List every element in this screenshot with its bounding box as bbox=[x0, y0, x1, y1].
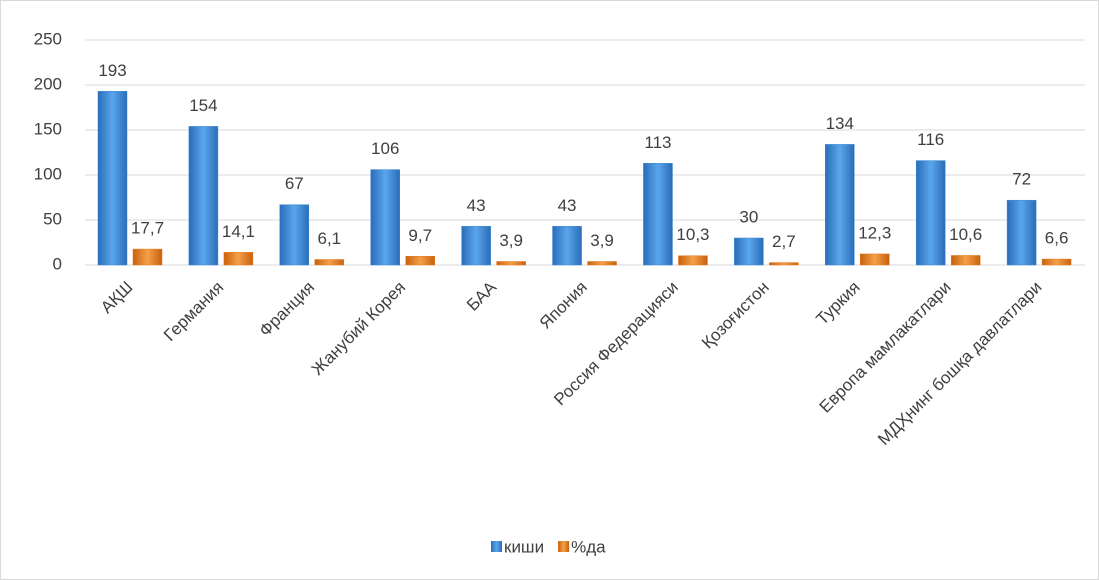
bar bbox=[1006, 199, 1037, 266]
bar bbox=[405, 256, 435, 266]
bar bbox=[132, 248, 163, 266]
data-label: 9,7 bbox=[408, 226, 432, 245]
bar bbox=[769, 262, 799, 266]
bar bbox=[825, 144, 855, 266]
y-tick-label: 250 bbox=[34, 29, 62, 48]
y-tick-label: 50 bbox=[43, 209, 62, 228]
bar bbox=[279, 204, 310, 266]
data-label: 43 bbox=[558, 196, 577, 215]
bar bbox=[950, 255, 981, 266]
legend-swatch bbox=[558, 541, 570, 552]
bar bbox=[496, 261, 526, 266]
data-label: 10,6 bbox=[949, 225, 982, 244]
bar bbox=[915, 160, 946, 266]
data-label: 14,1 bbox=[222, 222, 255, 241]
data-label: 6,1 bbox=[317, 229, 341, 248]
bar bbox=[552, 226, 582, 266]
data-label: 3,9 bbox=[590, 231, 614, 250]
bar bbox=[97, 91, 128, 266]
data-label: 17,7 bbox=[131, 219, 164, 238]
bar bbox=[461, 226, 491, 266]
data-label: 72 bbox=[1012, 170, 1031, 189]
y-tick-label: 0 bbox=[53, 254, 62, 273]
legend-label: %да bbox=[571, 537, 606, 556]
y-tick-label: 150 bbox=[34, 119, 62, 138]
bar bbox=[370, 169, 400, 266]
bar bbox=[314, 259, 345, 266]
data-label: 10,3 bbox=[676, 225, 709, 244]
data-label: 30 bbox=[739, 207, 758, 226]
y-tick-label: 100 bbox=[34, 164, 62, 183]
legend-label: киши bbox=[504, 537, 544, 556]
bar bbox=[860, 253, 890, 266]
bar bbox=[223, 252, 254, 266]
bar bbox=[1041, 258, 1072, 266]
data-label: 193 bbox=[98, 61, 126, 80]
data-label: 43 bbox=[467, 196, 486, 215]
data-label: 2,7 bbox=[772, 232, 796, 251]
bar bbox=[678, 255, 708, 266]
data-label: 67 bbox=[285, 174, 304, 193]
data-label: 106 bbox=[371, 139, 399, 158]
data-label: 12,3 bbox=[858, 223, 891, 242]
data-label: 6,6 bbox=[1045, 229, 1069, 248]
bar bbox=[587, 261, 617, 266]
bar bbox=[643, 163, 673, 266]
y-tick-label: 200 bbox=[34, 74, 62, 93]
bar bbox=[188, 126, 219, 266]
data-label: 113 bbox=[644, 133, 671, 152]
legend-swatch bbox=[491, 541, 502, 552]
data-label: 154 bbox=[189, 96, 217, 115]
data-label: 3,9 bbox=[499, 231, 523, 250]
data-label: 134 bbox=[826, 114, 854, 133]
data-label: 116 bbox=[917, 130, 944, 149]
bar bbox=[734, 237, 764, 266]
